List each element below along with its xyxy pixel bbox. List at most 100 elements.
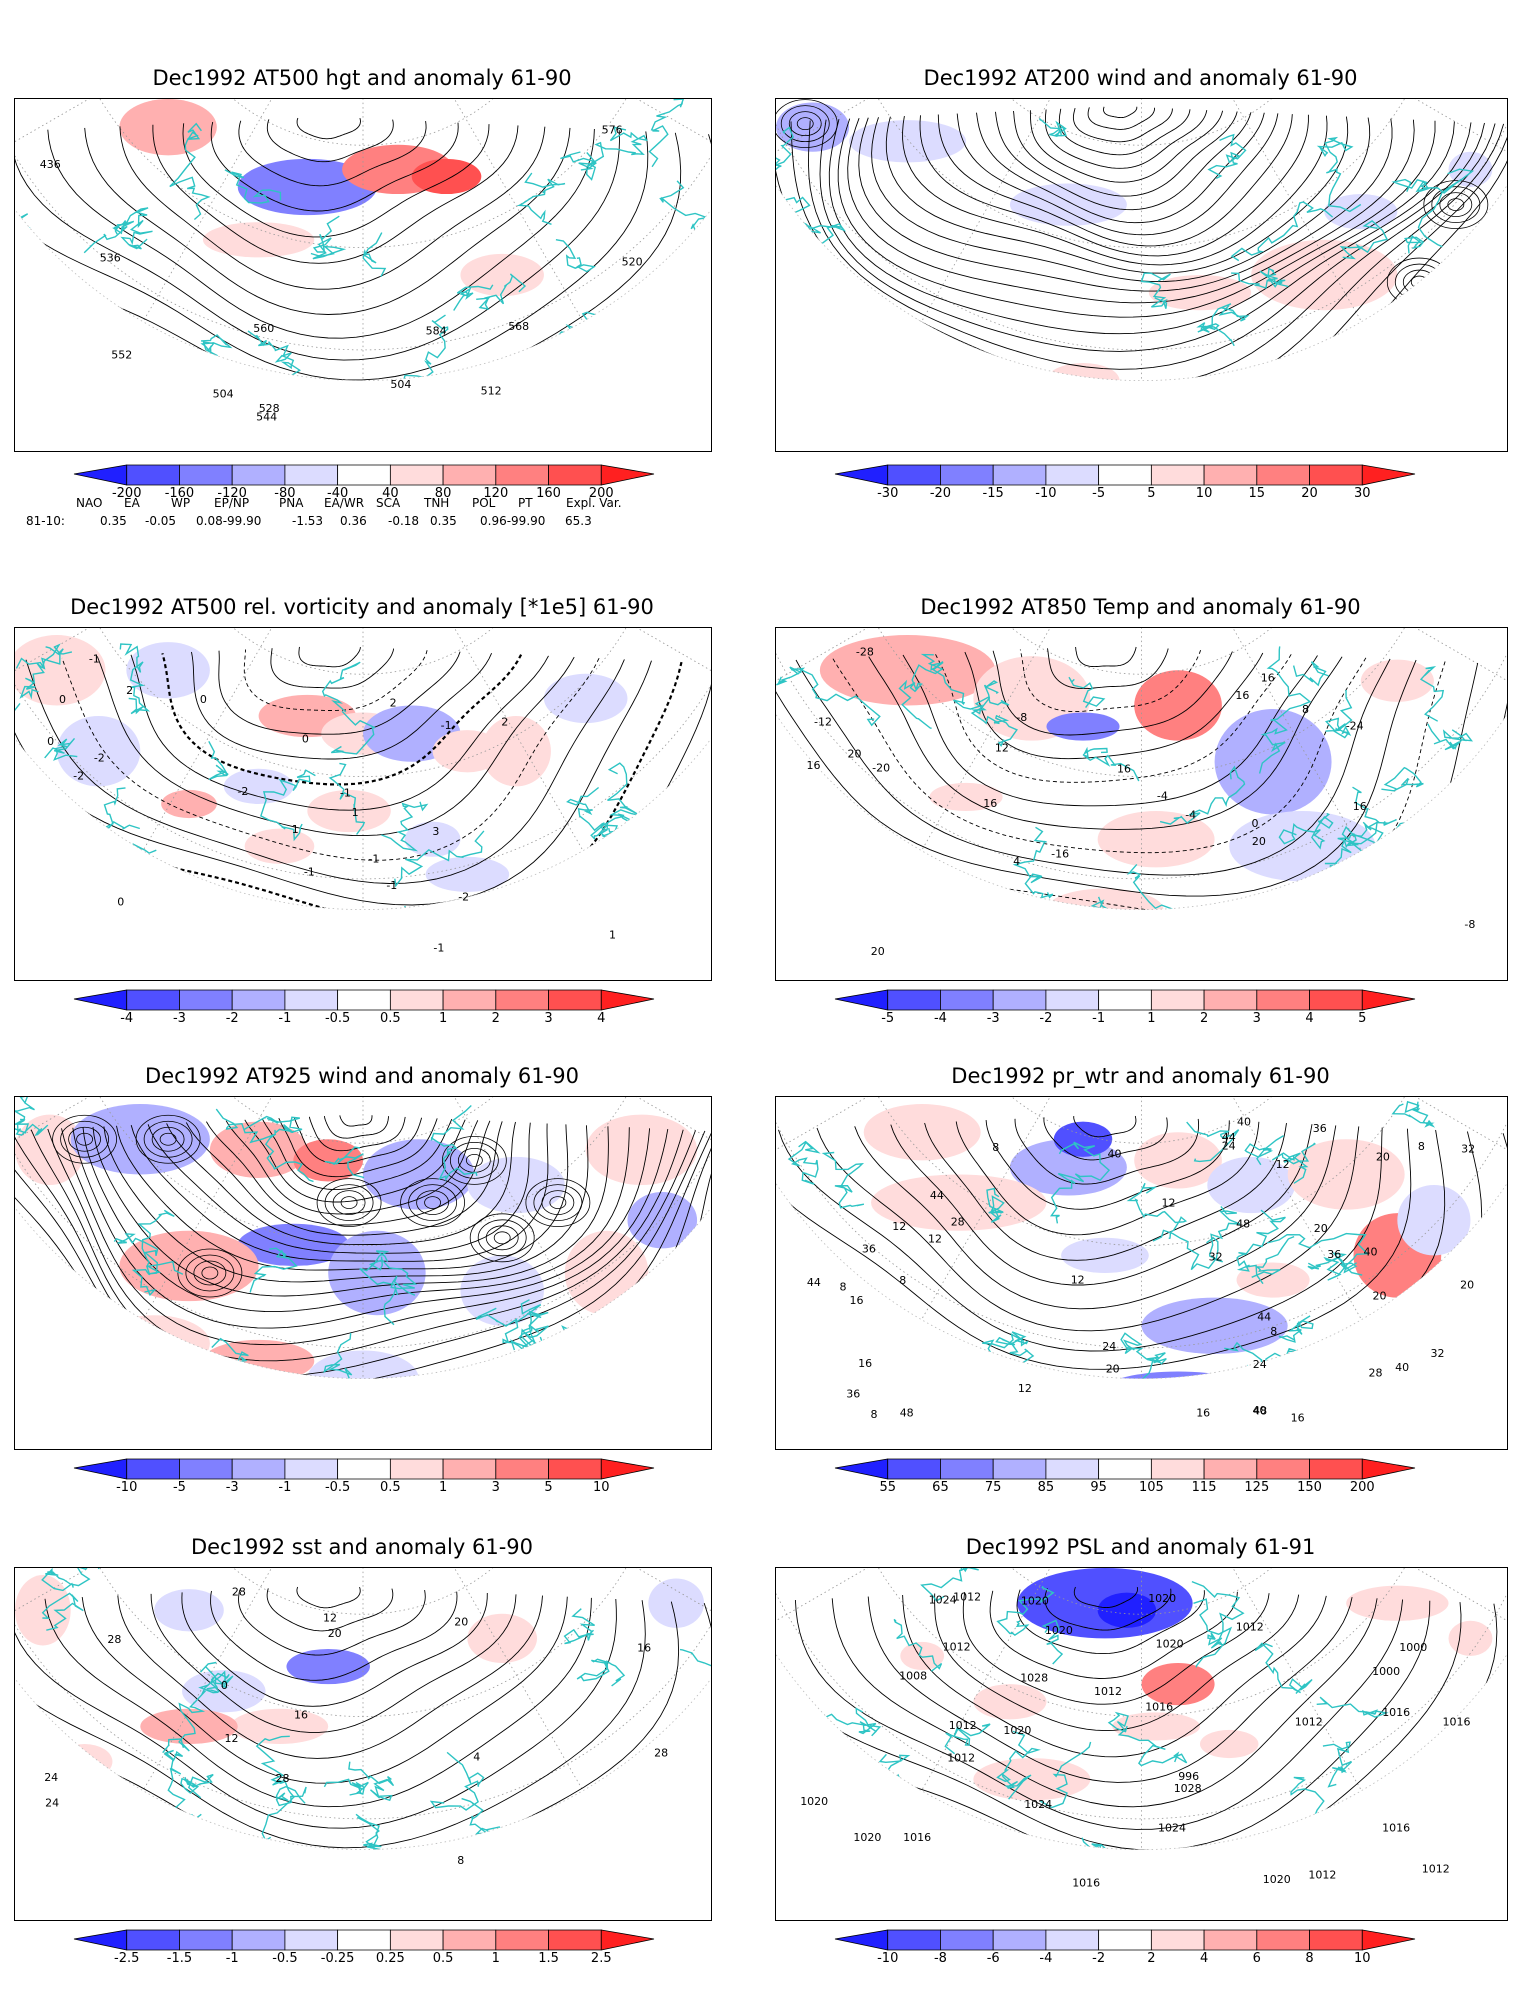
contour-label: 1012 bbox=[953, 1590, 981, 1603]
contour-label: 2 bbox=[501, 716, 508, 729]
colorbar-segment bbox=[495, 464, 549, 486]
contour-label: 20 bbox=[328, 1627, 342, 1640]
contour-label: 536 bbox=[100, 252, 121, 265]
colorbar-tick-label: -5 bbox=[172, 1480, 186, 1495]
colorbar-tick-label: -0.5 bbox=[272, 1951, 298, 1966]
contour-label: 20 bbox=[1376, 1151, 1390, 1164]
map-area: 0 0 -2 -1 -2 2 3 -2 2 0 -1 -1 -2 1 1 -1 -1 0 1 2 0 -1 -1 bbox=[14, 627, 712, 981]
colorbar-segment bbox=[1203, 1929, 1258, 1951]
colorbar-segment bbox=[337, 1929, 391, 1951]
colorbar-segment bbox=[1309, 464, 1363, 486]
colorbar-tick-label: 1 bbox=[438, 1011, 448, 1026]
contour-label: 1000 bbox=[1399, 1641, 1427, 1654]
anomaly-shading bbox=[161, 789, 217, 819]
contour-label: 0 bbox=[59, 693, 66, 706]
contour-label: 1020 bbox=[800, 1795, 828, 1808]
colorbar-segment bbox=[600, 1458, 655, 1480]
colorbar-tick-label: -2 bbox=[225, 1011, 239, 1026]
colorbar-segment bbox=[73, 1458, 128, 1480]
colorbar-segment bbox=[1150, 989, 1205, 1011]
contour-label: 24 bbox=[1253, 1358, 1267, 1371]
colorbar-tick-label: 0.5 bbox=[432, 1951, 454, 1966]
colorbar-segment bbox=[442, 989, 497, 1011]
contour-label: 0 bbox=[221, 1679, 228, 1692]
colorbar-segment bbox=[992, 1929, 1047, 1951]
contour-label: 8 bbox=[899, 1274, 906, 1287]
contour-label: 16 bbox=[807, 759, 821, 772]
colorbar-tick-label: 2 bbox=[1147, 1951, 1156, 1966]
contour-label: 44 bbox=[807, 1276, 821, 1289]
contour-label: 568 bbox=[508, 320, 529, 333]
anomaly-shading bbox=[973, 1758, 1091, 1801]
contour-label: 40 bbox=[1237, 1115, 1251, 1128]
contour-label: -8 bbox=[1464, 918, 1475, 931]
colorbar-segment bbox=[1150, 1458, 1205, 1480]
contour-label: 8 bbox=[1302, 703, 1309, 716]
colorbar-segment bbox=[940, 989, 994, 1011]
colorbar-segment bbox=[1361, 1929, 1416, 1951]
colorbar-segment bbox=[231, 1458, 286, 1480]
colorbar-segment bbox=[834, 1929, 889, 1951]
colorbar-segment bbox=[179, 464, 233, 486]
contour-label: 584 bbox=[426, 325, 447, 338]
panel-title: Dec1992 AT925 wind and anomaly 61-90 bbox=[145, 1064, 579, 1088]
tele-header: Expl. Var. bbox=[566, 496, 622, 510]
contour-label: 8 bbox=[992, 1141, 999, 1154]
colorbar-tick-label: -0.5 bbox=[324, 1011, 351, 1026]
map-area: 44 40 28 32 28 36 40 44 48 36 40 44 20 24 16 12 8 8 12 12 20… bbox=[775, 1096, 1508, 1450]
colorbar-segment bbox=[126, 1929, 180, 1951]
contour-label: 0 bbox=[302, 733, 309, 746]
colorbar-tick-label: 5 bbox=[1147, 486, 1156, 501]
contour-label: 1020 bbox=[1021, 1595, 1049, 1608]
colorbar-segment bbox=[992, 989, 1047, 1011]
colorbar-segment bbox=[126, 1458, 180, 1480]
colorbar-tick-label: 2 bbox=[1199, 1011, 1209, 1026]
tele-value: -0.18 bbox=[388, 514, 420, 528]
colorbar: -2.5 -1.5 -1 -0.5 -0.25 0.25 0.5 1 1.5 2.5 bbox=[54, 1929, 674, 1971]
colorbar-tick-label: 1 bbox=[491, 1951, 500, 1966]
tele-value: 0.35 bbox=[430, 514, 457, 528]
colorbar-segment bbox=[1150, 1929, 1205, 1951]
anomaly-shading bbox=[1046, 888, 1164, 910]
anomaly-shading bbox=[1207, 1156, 1296, 1214]
contour-label: 552 bbox=[111, 349, 132, 362]
anomaly-shading bbox=[929, 782, 1003, 812]
colorbar-segment bbox=[1361, 1458, 1416, 1480]
contour-label: -24 bbox=[1346, 719, 1364, 732]
contour-label: 16 bbox=[294, 1708, 308, 1721]
colorbar-tick-label: -0.25 bbox=[320, 1951, 355, 1966]
contour-label: 36 bbox=[846, 1388, 860, 1401]
contour-label: 32 bbox=[1461, 1142, 1475, 1155]
contour-label: 1016 bbox=[1382, 1822, 1410, 1835]
contour-label: 1016 bbox=[903, 1831, 931, 1844]
contour-label: 4 bbox=[473, 1750, 480, 1763]
colorbar-segment bbox=[1309, 1929, 1363, 1951]
contour-label: -28 bbox=[856, 646, 874, 659]
contour-label: 504 bbox=[390, 378, 411, 391]
colorbar-tick-label: -5 bbox=[1092, 486, 1106, 501]
contour-label: 28 bbox=[107, 1633, 121, 1646]
anomaly-shading bbox=[237, 158, 377, 216]
colorbar-tick-label: -5 bbox=[881, 1011, 895, 1026]
contour-label: -1 bbox=[386, 879, 397, 892]
anomaly-shading bbox=[98, 1315, 210, 1372]
anomaly-shading bbox=[1141, 1297, 1288, 1354]
colorbar-segment bbox=[442, 1929, 497, 1951]
colorbar-tick-label: 10 bbox=[1195, 486, 1213, 501]
colorbar-segment bbox=[600, 1929, 655, 1951]
contour-label: 576 bbox=[602, 124, 623, 137]
contour-label: 1012 bbox=[1094, 1685, 1122, 1698]
anomaly-shading bbox=[1046, 712, 1120, 741]
contour-label: -4 bbox=[1157, 790, 1168, 803]
contour-label: 16 bbox=[850, 1294, 864, 1307]
tele-value: 0.36 bbox=[340, 514, 367, 528]
contour-label: -1 bbox=[89, 653, 100, 666]
colorbar-segment bbox=[231, 464, 286, 486]
colorbar-tick-label: -80 bbox=[274, 486, 296, 501]
contour-label: 1020 bbox=[1045, 1624, 1073, 1637]
anomaly-shading bbox=[1346, 1585, 1449, 1621]
colorbar-tick-label: -1.5 bbox=[166, 1951, 193, 1966]
colorbar-segment bbox=[1203, 989, 1258, 1011]
colorbar-tick-label: 0.25 bbox=[375, 1951, 405, 1966]
contour-label: 1024 bbox=[1024, 1798, 1052, 1811]
